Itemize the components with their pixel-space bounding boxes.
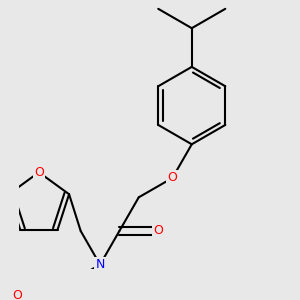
Text: N: N (95, 258, 105, 271)
Text: O: O (153, 224, 163, 238)
Text: O: O (167, 172, 177, 184)
Text: O: O (12, 289, 22, 300)
Text: O: O (34, 166, 44, 179)
